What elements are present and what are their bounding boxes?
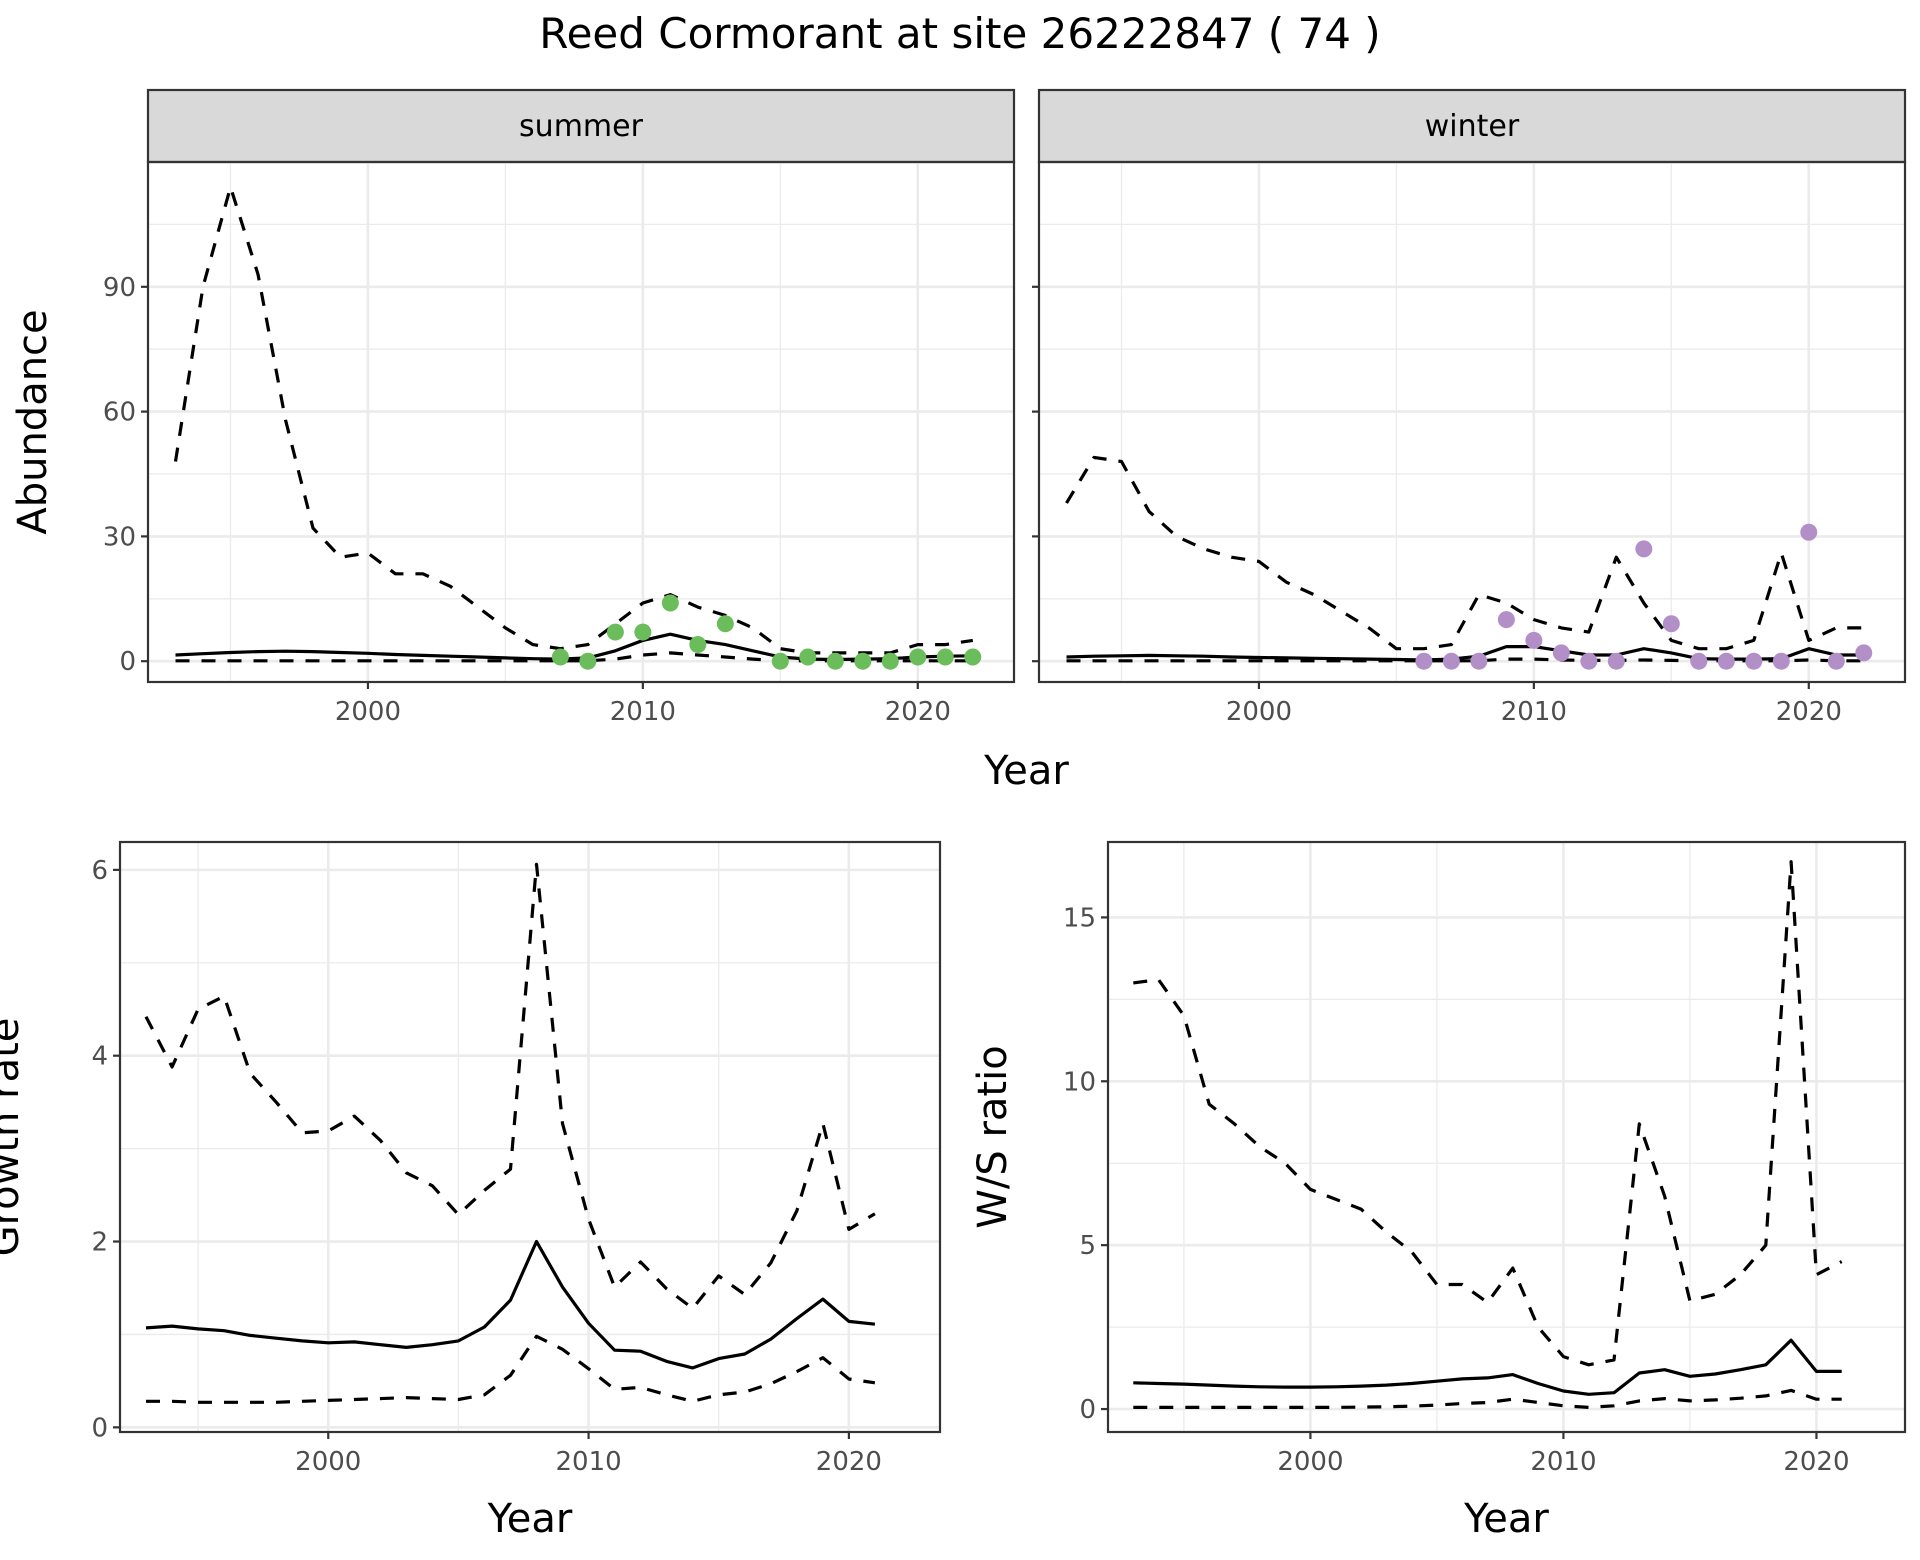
- observed-point: [1690, 652, 1708, 670]
- observed-point: [1855, 644, 1873, 662]
- x-axis-title: Year: [487, 1496, 573, 1542]
- facet-label: summer: [519, 109, 644, 144]
- y-tick-label: 4: [91, 1042, 108, 1072]
- x-tick-label: 2010: [555, 1447, 621, 1477]
- observed-point: [1580, 652, 1598, 670]
- upper-ci-line: [173, 185, 974, 655]
- observed-point: [716, 615, 734, 633]
- x-tick-label: 2020: [1776, 697, 1842, 727]
- observed-point: [579, 652, 597, 670]
- observed-point: [1442, 652, 1460, 670]
- upper-ci-line: [1133, 860, 1843, 1367]
- observed-point: [826, 652, 844, 670]
- x-axis-title: Year: [1463, 1496, 1549, 1542]
- x-tick-label: 2020: [1783, 1447, 1849, 1477]
- x-tick-label: 2010: [610, 697, 676, 727]
- facet-strip: [146, 88, 1016, 164]
- y-tick-label: 0: [119, 647, 136, 677]
- y-tick-label: 15: [1063, 903, 1096, 933]
- observed-point: [1497, 611, 1515, 629]
- x-tick-label: 2000: [1277, 1447, 1343, 1477]
- x-tick-label: 2010: [1501, 697, 1567, 727]
- observed-point: [1415, 652, 1433, 670]
- panel-1: winter 2000 2010 2020: [1032, 88, 1907, 727]
- x-tick-label: 2020: [885, 697, 951, 727]
- x-tick-label: 2010: [1530, 1447, 1596, 1477]
- x-tick-label: 2020: [816, 1447, 882, 1477]
- panel-3: 2000 2010 2020 0 5 10 15 Year W/S ratio: [970, 840, 1907, 1542]
- upper-ci-line: [1065, 455, 1864, 651]
- x-tick-label: 2000: [295, 1447, 361, 1477]
- y-tick-label: 2: [91, 1228, 108, 1258]
- observed-point: [1552, 644, 1570, 662]
- observed-point: [661, 594, 679, 612]
- observed-point: [1635, 540, 1653, 558]
- lower-ci-line: [175, 651, 973, 663]
- y-tick-label: 30: [103, 522, 136, 552]
- estimate-line: [1133, 1338, 1842, 1396]
- x-tick-label: 2000: [335, 697, 401, 727]
- panel-frame: [1106, 840, 1907, 1434]
- upper-ci-line: [144, 862, 876, 1310]
- lower-ci-line: [1133, 1388, 1842, 1409]
- observed-point: [551, 648, 569, 666]
- y-tick-label: 6: [91, 856, 108, 886]
- observed-point: [1607, 652, 1625, 670]
- y-tick-label: 0: [1079, 1395, 1096, 1425]
- facet-label: winter: [1425, 109, 1520, 144]
- panel-frame: [146, 160, 1016, 684]
- observed-point: [1470, 652, 1488, 670]
- observed-point: [634, 623, 652, 641]
- lower-ci-line: [1066, 657, 1864, 663]
- figure-title: Reed Cormorant at site 26222847 ( 74 ): [539, 9, 1380, 58]
- observed-point: [771, 652, 789, 670]
- observed-point: [1525, 631, 1543, 649]
- observed-point: [1662, 615, 1680, 633]
- observed-point: [909, 648, 927, 666]
- x-tick-label: 2000: [1226, 697, 1292, 727]
- x-axis-title: Year: [983, 748, 1069, 794]
- observed-point: [964, 648, 982, 666]
- estimate-line: [1066, 645, 1864, 662]
- observed-point: [1772, 652, 1790, 670]
- y-tick-label: 60: [103, 398, 136, 428]
- observed-point: [1745, 652, 1763, 670]
- panel-2: 2000 2010 2020 0 2 4 6 Year Growth rate: [0, 840, 942, 1542]
- observed-point: [689, 636, 707, 654]
- observed-point: [799, 648, 817, 666]
- estimate-line: [145, 1239, 876, 1370]
- y-axis-title: Abundance: [10, 309, 56, 534]
- observed-point: [936, 648, 954, 666]
- observed-point: [854, 652, 872, 670]
- observed-point: [606, 623, 624, 641]
- panel-frame: [118, 840, 942, 1434]
- y-axis-title: Growth rate: [0, 1018, 28, 1257]
- y-axis-title: W/S ratio: [970, 1045, 1016, 1228]
- y-tick-label: 10: [1063, 1067, 1096, 1097]
- observed-point: [1800, 523, 1818, 541]
- panel-frame: [1037, 160, 1907, 684]
- y-tick-label: 90: [103, 273, 136, 303]
- y-tick-label: 0: [91, 1413, 108, 1443]
- observed-point: [1717, 652, 1735, 670]
- lower-ci-line: [146, 1334, 876, 1404]
- observed-point: [881, 652, 899, 670]
- estimate-line: [175, 632, 973, 662]
- y-tick-label: 5: [1079, 1231, 1096, 1261]
- observed-point: [1827, 652, 1845, 670]
- panel-0: summer 2000 2010 2020 0 30 60 90 Abundance: [10, 88, 1016, 727]
